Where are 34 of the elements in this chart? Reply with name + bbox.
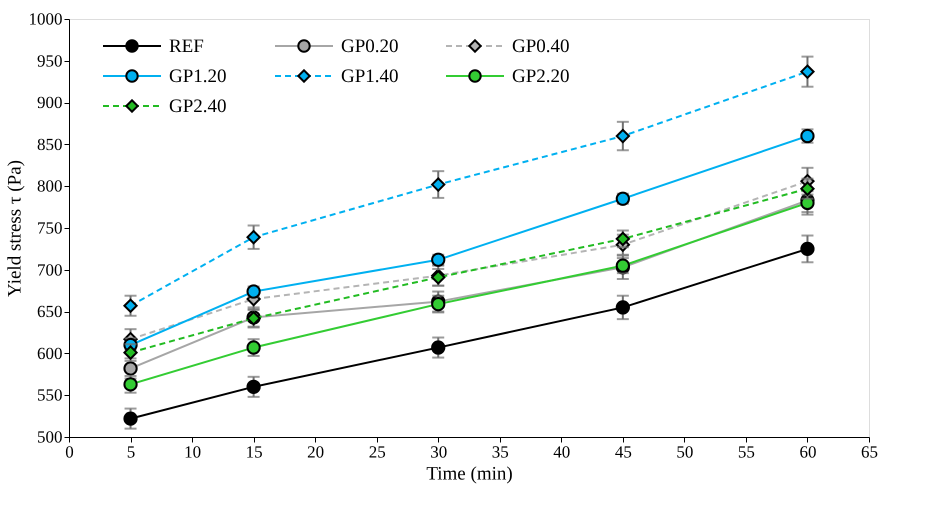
x-tick-label: 55: [738, 442, 755, 462]
legend-label: GP0.40: [512, 36, 570, 57]
x-tick-label: 40: [553, 442, 570, 462]
legend-label: REF: [169, 36, 204, 57]
y-tick-label: 750: [37, 218, 62, 238]
y-tick-label: 650: [37, 302, 62, 322]
x-tick-label: 5: [126, 442, 136, 462]
y-tick-label: 700: [37, 260, 62, 280]
y-tick-label: 850: [37, 134, 62, 154]
x-axis-title: Time (min): [426, 464, 513, 484]
y-tick-label: 900: [37, 93, 62, 112]
x-tick-label: 65: [861, 442, 878, 462]
x-tick-label: 60: [799, 442, 816, 462]
y-tick-label: 1000: [28, 10, 62, 28]
y-tick-label: 600: [37, 344, 62, 363]
x-tick-label: 35: [492, 442, 509, 462]
x-tick-label: 25: [368, 442, 386, 462]
x-tick-label: 15: [246, 442, 263, 462]
x-tick-label: 0: [65, 442, 74, 462]
x-tick-label: 45: [614, 442, 632, 462]
legend-label: GP2.40: [169, 96, 227, 117]
x-tick-label: 50: [676, 442, 694, 462]
y-tick-label: 950: [37, 51, 62, 70]
x-tick-label: 10: [184, 442, 202, 462]
y-tick-label: 500: [37, 428, 62, 446]
legend-label: GP2.20: [512, 66, 570, 87]
legend-label: GP1.40: [341, 66, 399, 87]
x-tick-label: 30: [430, 442, 448, 462]
y-axis-title: Yield stress τ (Pa): [4, 160, 26, 297]
y-tick-label: 550: [37, 386, 62, 405]
x-tick-label: 20: [307, 442, 324, 462]
legend-label: GP0.20: [341, 36, 399, 57]
legend-label: GP1.20: [169, 66, 227, 87]
y-tick-label: 800: [37, 176, 62, 196]
